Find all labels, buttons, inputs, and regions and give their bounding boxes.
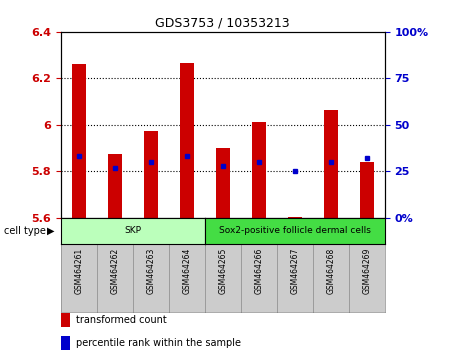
Text: GSM464265: GSM464265 <box>218 248 227 294</box>
Bar <box>252 122 266 218</box>
Text: GSM464262: GSM464262 <box>110 248 119 294</box>
Text: GSM464264: GSM464264 <box>182 248 191 294</box>
Bar <box>360 162 374 218</box>
Text: transformed count: transformed count <box>76 315 167 325</box>
Bar <box>72 64 86 218</box>
Text: cell type: cell type <box>4 226 46 236</box>
Text: GSM464267: GSM464267 <box>290 248 299 294</box>
Bar <box>216 148 230 218</box>
Title: GDS3753 / 10353213: GDS3753 / 10353213 <box>155 16 290 29</box>
Text: percentile rank within the sample: percentile rank within the sample <box>76 338 242 348</box>
Bar <box>180 63 194 218</box>
Text: GSM464266: GSM464266 <box>254 248 263 294</box>
Text: GSM464268: GSM464268 <box>326 248 335 294</box>
Text: Sox2-positive follicle dermal cells: Sox2-positive follicle dermal cells <box>219 227 371 235</box>
Text: GSM464263: GSM464263 <box>146 248 155 294</box>
Bar <box>324 110 338 218</box>
Bar <box>108 154 122 218</box>
Bar <box>288 217 302 218</box>
Text: SKP: SKP <box>124 227 141 235</box>
Text: ▶: ▶ <box>47 226 55 236</box>
Text: GSM464269: GSM464269 <box>362 248 371 294</box>
Bar <box>144 131 158 218</box>
Text: GSM464261: GSM464261 <box>74 248 83 294</box>
